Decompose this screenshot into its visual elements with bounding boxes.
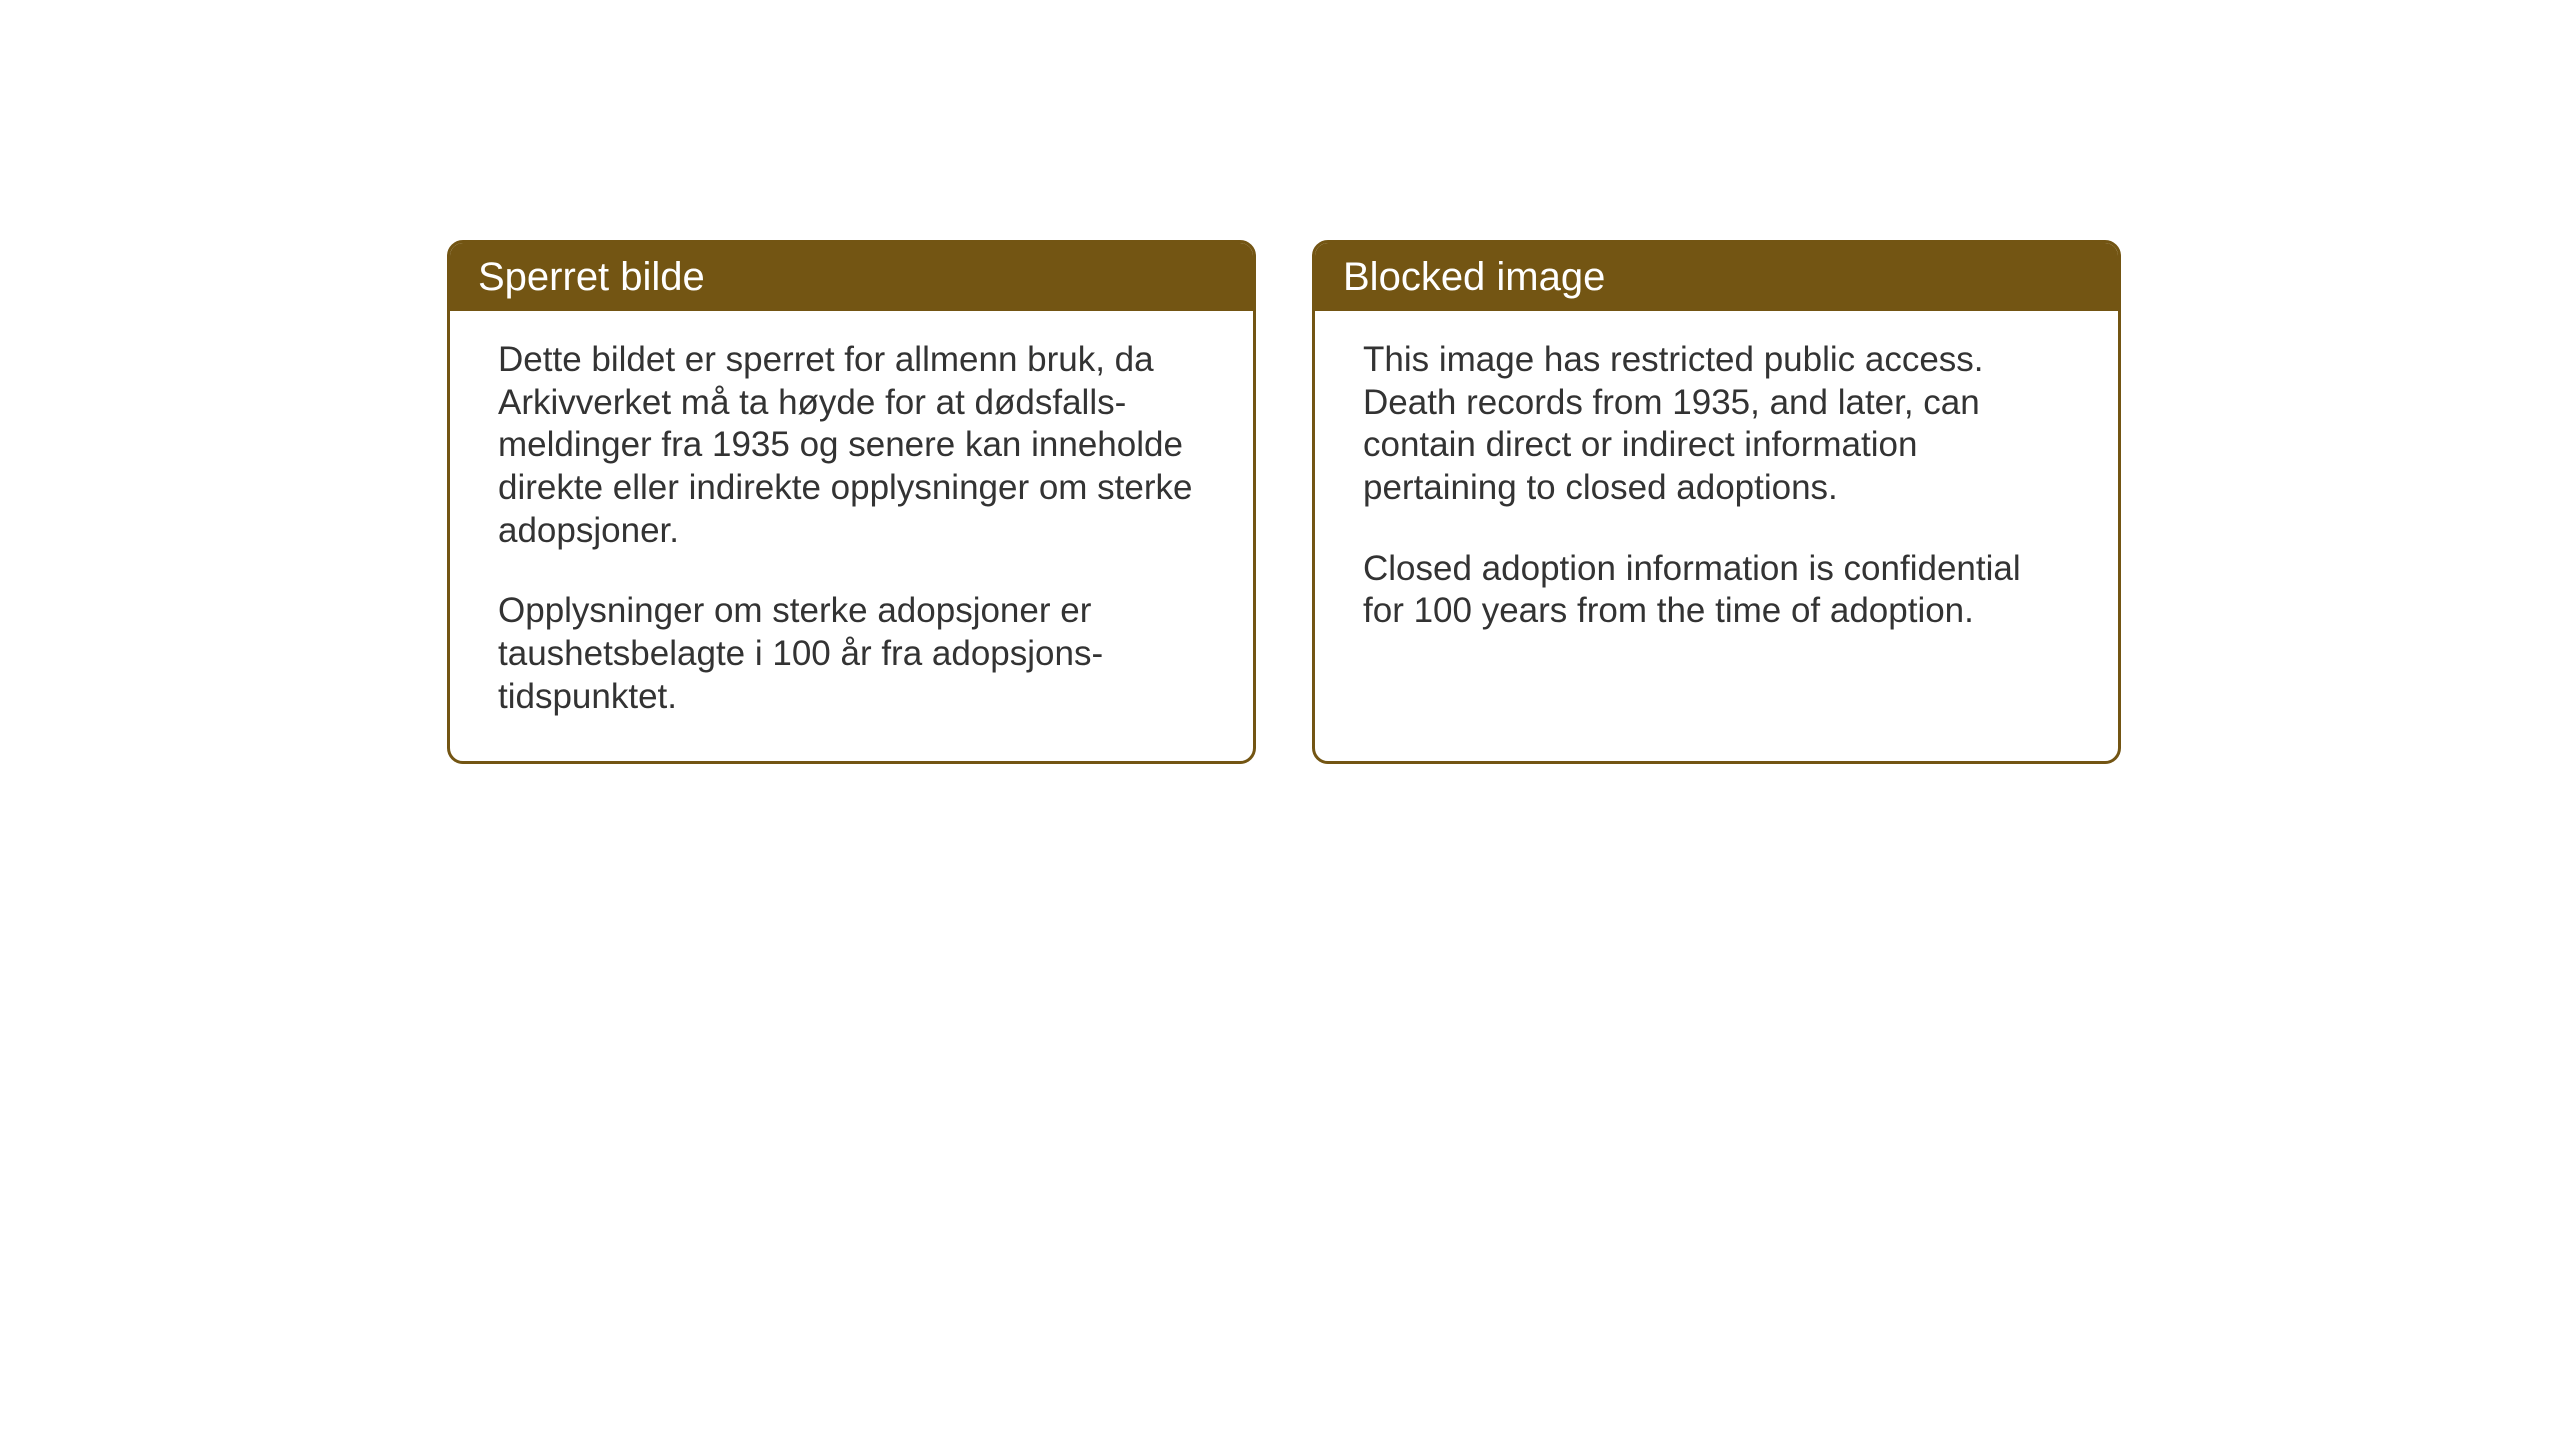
- english-paragraph-1: This image has restricted public access.…: [1363, 339, 2070, 510]
- english-card-body: This image has restricted public access.…: [1315, 311, 2118, 675]
- english-paragraph-2: Closed adoption information is confident…: [1363, 548, 2070, 633]
- norwegian-paragraph-2: Opplysninger om sterke adopsjoner er tau…: [498, 590, 1205, 718]
- norwegian-card-title: Sperret bilde: [450, 243, 1253, 311]
- cards-container: Sperret bilde Dette bildet er sperret fo…: [447, 240, 2121, 764]
- english-card: Blocked image This image has restricted …: [1312, 240, 2121, 764]
- norwegian-paragraph-1: Dette bildet er sperret for allmenn bruk…: [498, 339, 1205, 552]
- norwegian-card: Sperret bilde Dette bildet er sperret fo…: [447, 240, 1256, 764]
- norwegian-card-body: Dette bildet er sperret for allmenn bruk…: [450, 311, 1253, 761]
- english-card-title: Blocked image: [1315, 243, 2118, 311]
